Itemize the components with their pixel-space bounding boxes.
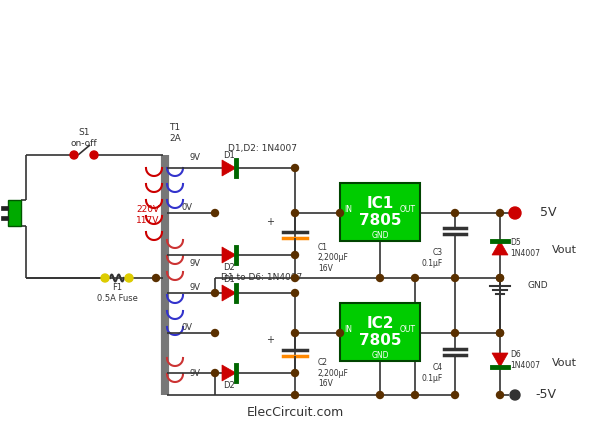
Polygon shape <box>492 353 508 367</box>
Circle shape <box>291 290 299 296</box>
Text: D1 to D6: 1N4007: D1 to D6: 1N4007 <box>221 273 303 282</box>
Text: OUT: OUT <box>400 325 416 334</box>
Bar <box>340 183 420 241</box>
Text: 9V: 9V <box>189 283 201 293</box>
Circle shape <box>291 329 299 337</box>
Polygon shape <box>492 241 508 255</box>
Text: OUT: OUT <box>400 205 416 215</box>
Circle shape <box>376 274 384 282</box>
Text: D1: D1 <box>223 276 235 285</box>
Circle shape <box>497 210 503 216</box>
Circle shape <box>291 251 299 259</box>
Circle shape <box>125 274 133 282</box>
Text: IN: IN <box>344 325 352 334</box>
Polygon shape <box>222 285 236 301</box>
Circle shape <box>291 164 299 172</box>
Text: C1
2,200µF
16V: C1 2,200µF 16V <box>318 243 349 273</box>
Text: IC1
7805: IC1 7805 <box>359 196 401 228</box>
Text: D1: D1 <box>223 150 235 159</box>
Circle shape <box>451 274 458 282</box>
Circle shape <box>291 369 299 377</box>
Circle shape <box>291 210 299 216</box>
Text: D5
1N4007: D5 1N4007 <box>510 238 540 258</box>
Text: 9V: 9V <box>189 368 201 377</box>
Circle shape <box>70 151 78 159</box>
Text: +: + <box>512 208 519 218</box>
Polygon shape <box>222 160 236 176</box>
Text: D2: D2 <box>223 382 235 391</box>
Circle shape <box>336 329 343 337</box>
Text: D2: D2 <box>223 264 235 273</box>
Circle shape <box>152 274 159 282</box>
Circle shape <box>497 391 503 398</box>
Text: 9V: 9V <box>189 259 201 268</box>
Text: 0V: 0V <box>182 202 192 211</box>
Circle shape <box>451 329 458 337</box>
Text: Vout: Vout <box>552 245 577 255</box>
Text: 220V
117V: 220V 117V <box>136 205 160 225</box>
Text: F1
0.5A Fuse: F1 0.5A Fuse <box>97 283 137 303</box>
Circle shape <box>101 274 109 282</box>
Circle shape <box>376 391 384 398</box>
Text: D6
1N4007: D6 1N4007 <box>510 350 540 370</box>
Circle shape <box>510 390 520 400</box>
Text: C4
0.1µF: C4 0.1µF <box>422 363 443 383</box>
Circle shape <box>451 210 458 216</box>
Circle shape <box>90 151 98 159</box>
Text: IN: IN <box>344 205 352 215</box>
Polygon shape <box>222 247 236 263</box>
Text: -5V: -5V <box>535 389 556 401</box>
Text: GND: GND <box>528 280 549 290</box>
Text: GND: GND <box>371 230 389 239</box>
Text: GND: GND <box>371 351 389 360</box>
Circle shape <box>211 290 218 296</box>
Bar <box>1 206 8 210</box>
Circle shape <box>411 274 418 282</box>
Text: 5V: 5V <box>540 207 556 219</box>
Bar <box>1 216 8 220</box>
Text: Vout: Vout <box>552 358 577 368</box>
Circle shape <box>291 391 299 398</box>
Circle shape <box>211 369 218 377</box>
Text: 0V: 0V <box>182 323 192 333</box>
Text: C2
2,200µF
16V: C2 2,200µF 16V <box>318 358 349 388</box>
Bar <box>8 200 21 226</box>
Polygon shape <box>222 365 236 381</box>
Circle shape <box>211 210 218 216</box>
Circle shape <box>497 329 503 337</box>
Text: IC2
7805: IC2 7805 <box>359 316 401 348</box>
Circle shape <box>211 329 218 337</box>
Text: T1
2A: T1 2A <box>169 123 181 143</box>
Circle shape <box>497 274 503 282</box>
Circle shape <box>336 210 343 216</box>
Circle shape <box>497 274 503 282</box>
Text: +: + <box>266 217 274 227</box>
Circle shape <box>451 391 458 398</box>
Text: 9V: 9V <box>189 153 201 162</box>
Bar <box>340 303 420 361</box>
Circle shape <box>411 391 418 398</box>
Circle shape <box>291 274 299 282</box>
Text: ElecCircuit.com: ElecCircuit.com <box>247 406 343 418</box>
Circle shape <box>497 329 503 337</box>
Text: C3
0.1µF: C3 0.1µF <box>422 248 443 268</box>
Text: +: + <box>266 335 274 345</box>
Text: D1,D2: 1N4007: D1,D2: 1N4007 <box>228 144 297 153</box>
Text: S1
on-off: S1 on-off <box>71 128 97 148</box>
Circle shape <box>509 207 521 219</box>
